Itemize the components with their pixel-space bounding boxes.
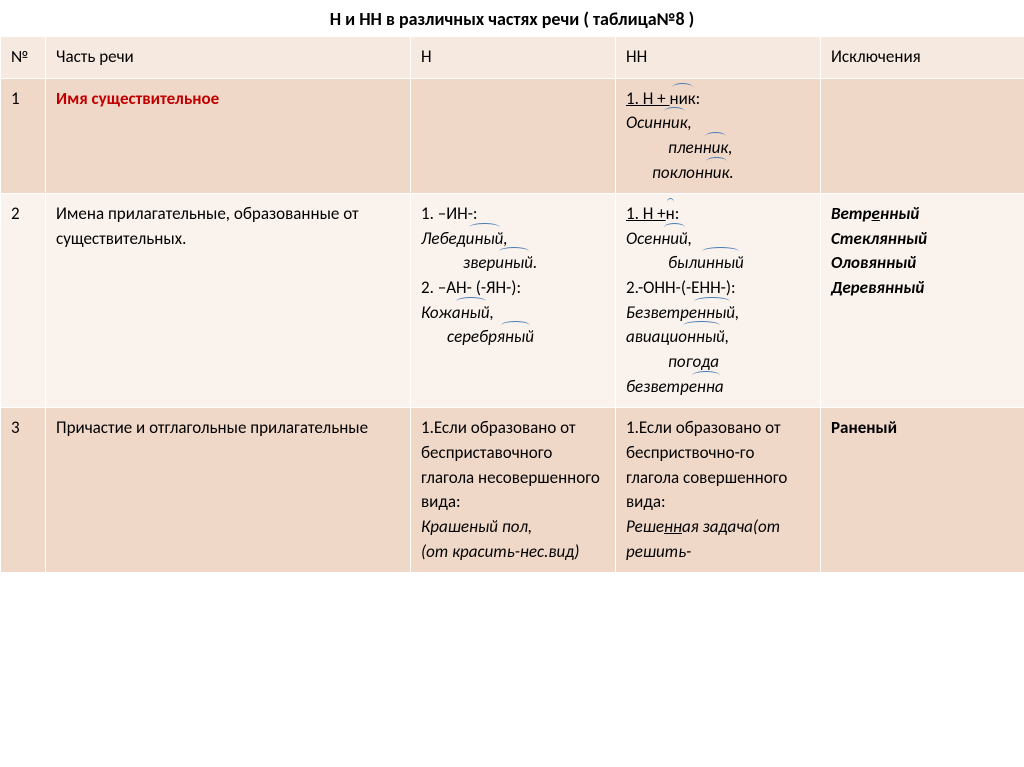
cell-n: 1. –ИН-: Лебединый, звериный. 2. –АН- (-… bbox=[411, 194, 616, 408]
cell-nn: 1. Н +н: Осенний, былинный 2.-ОНН-(-ЕНН-… bbox=[616, 194, 821, 408]
nn-example: безветренна bbox=[626, 376, 724, 397]
exception-word: Оловянный bbox=[831, 252, 916, 273]
table-header-row: № Часть речи Н НН Исключения bbox=[1, 37, 1024, 79]
nn-rule-text: 1.Если образовано от бесприствочно-го гл… bbox=[626, 417, 787, 512]
nn-example: былинный bbox=[626, 251, 810, 276]
nn-example: Осенний, bbox=[626, 228, 692, 249]
n-example: (от красить-нес.вид) bbox=[421, 541, 579, 562]
cell-part: Имена прилагательные, образованные от су… bbox=[46, 194, 411, 408]
n-rule-text: 2. –АН- (-ЯН-): bbox=[421, 277, 521, 298]
nn-example: погода bbox=[626, 350, 810, 375]
nn-example: Решенная задача(от решить- bbox=[626, 516, 780, 562]
n-example: серебряный bbox=[421, 325, 605, 350]
part-noun: Имя существительное bbox=[56, 88, 219, 109]
cell-n bbox=[411, 78, 616, 194]
cell-nn: 1. Н + ник: Осинник, пленник, поклонник. bbox=[616, 78, 821, 194]
header-n: Н bbox=[411, 37, 616, 79]
nn-example: Безветренный, bbox=[626, 302, 739, 323]
cell-exc bbox=[821, 78, 1024, 194]
nn-rule-text: 2.-ОНН-(-ЕНН-): bbox=[626, 277, 736, 298]
table-row: 3 Причастие и отглагольные прилагательны… bbox=[1, 408, 1024, 573]
header-num: № bbox=[1, 37, 46, 79]
cell-num: 2 bbox=[1, 194, 46, 408]
nn-example: поклонник. bbox=[626, 161, 810, 186]
nn-example: Осинник, bbox=[626, 112, 692, 133]
cell-num: 1 bbox=[1, 78, 46, 194]
nn-rule-text: 1. Н +н: bbox=[626, 203, 679, 224]
page-title: Н и НН в различных частях речи ( таблица… bbox=[0, 0, 1024, 36]
n-rule-text: 1.Если образовано от бесприставочного гл… bbox=[421, 417, 600, 512]
exception-word: Стеклянный bbox=[831, 228, 927, 249]
n-rule-text: 1. –ИН-: bbox=[421, 203, 477, 224]
table-row: 2 Имена прилагательные, образованные от … bbox=[1, 194, 1024, 408]
header-part: Часть речи bbox=[46, 37, 411, 79]
table-row: 1 Имя существительное 1. Н + ник: Осинни… bbox=[1, 78, 1024, 194]
exception-word: Деревянный bbox=[831, 277, 924, 298]
nn-example: авиационный, bbox=[626, 326, 729, 347]
cell-part: Имя существительное bbox=[46, 78, 411, 194]
cell-num: 3 bbox=[1, 408, 46, 573]
rules-table: № Часть речи Н НН Исключения 1 Имя сущес… bbox=[0, 36, 1024, 573]
cell-nn: 1.Если образовано от бесприствочно-го гл… bbox=[616, 408, 821, 573]
cell-exc: Раненый bbox=[821, 408, 1024, 573]
cell-part: Причастие и отглагольные прилагательные bbox=[46, 408, 411, 573]
n-example: звериный. bbox=[421, 251, 605, 276]
cell-exc: Ветренный Стеклянный Оловянный Деревянны… bbox=[821, 194, 1024, 408]
header-nn: НН bbox=[616, 37, 821, 79]
exception-word: Ветренный bbox=[831, 203, 919, 224]
nn-rule-text: 1. Н + ник: bbox=[626, 88, 700, 109]
exception-word: Раненый bbox=[831, 417, 897, 438]
n-example: Крашеный пол, bbox=[421, 516, 532, 537]
n-example: Лебединый, bbox=[421, 228, 508, 249]
header-exc: Исключения bbox=[821, 37, 1024, 79]
n-example: Кожаный, bbox=[421, 302, 494, 323]
cell-n: 1.Если образовано от бесприставочного гл… bbox=[411, 408, 616, 573]
